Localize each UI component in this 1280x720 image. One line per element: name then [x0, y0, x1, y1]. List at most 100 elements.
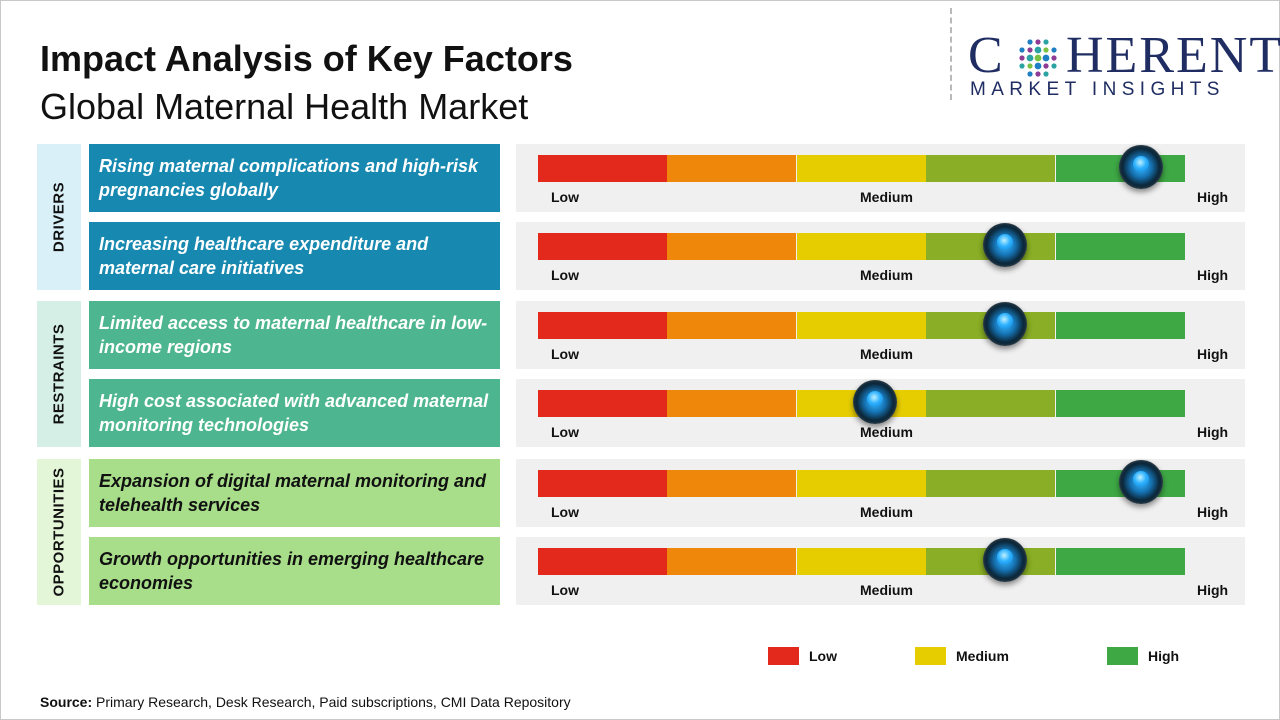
scale-segment: [538, 548, 667, 575]
logo-dot: [1034, 54, 1042, 62]
scale-segment: [538, 312, 667, 339]
scale-label-high: High: [1197, 346, 1229, 362]
page-subtitle: Global Maternal Health Market: [40, 86, 529, 127]
logo-dot: [1027, 63, 1033, 69]
scale-segment: [538, 155, 667, 182]
scale-segment: [797, 548, 926, 575]
scale-segment: [797, 470, 926, 497]
logo-dot: [1051, 47, 1057, 53]
group-label: DRIVERS: [50, 181, 68, 253]
scale-label-high: High: [1197, 189, 1229, 205]
logo-dot: [1042, 54, 1050, 62]
scale-label-low: Low: [551, 504, 579, 520]
logo-dot: [1019, 47, 1025, 53]
logo-dot: [1026, 54, 1034, 62]
impact-indicator-knob: [982, 223, 1027, 267]
group-band-opportunities: OPPORTUNITIES: [37, 459, 81, 605]
logo-dot: [1043, 71, 1049, 77]
factor-label: Rising maternal complications and high-r…: [89, 144, 500, 212]
impact-meter: Low Medium High: [516, 144, 1245, 212]
logo-dot: [1019, 63, 1025, 69]
scale-segment: [926, 390, 1055, 417]
logo-dot: [1051, 63, 1057, 69]
logo-dot: [1034, 46, 1042, 54]
legend-label: High: [1148, 648, 1180, 664]
header-divider: [950, 8, 952, 100]
scale-label-low: Low: [551, 582, 579, 598]
scale-label-low: Low: [551, 346, 579, 362]
scale-segment: [797, 155, 926, 182]
company-logo: C HERENT MARKET INSIGHTS: [968, 27, 1280, 102]
scale-segment: [538, 470, 667, 497]
source-label: Source:: [40, 694, 93, 710]
impact-meter: Low Medium High: [516, 537, 1245, 605]
scale-segment: [667, 312, 796, 339]
scale-segment: [926, 470, 1055, 497]
page-title: Impact Analysis of Key Factors: [40, 38, 573, 79]
logo-dot: [1035, 39, 1041, 45]
group-label: RESTRAINTS: [50, 323, 68, 425]
scale-label-high: High: [1197, 504, 1229, 520]
legend-swatch: [915, 647, 946, 665]
group-band-restraints: RESTRAINTS: [37, 301, 81, 447]
scale-segment: [538, 390, 667, 417]
scale-segment: [667, 233, 796, 260]
impact-meter: Low Medium High: [516, 379, 1245, 447]
impact-indicator-knob: [1118, 145, 1163, 189]
impact-meter: Low Medium High: [516, 301, 1245, 369]
scale-label-medium: Medium: [860, 504, 913, 520]
scale-segment: [1056, 312, 1185, 339]
impact-indicator-knob: [852, 380, 897, 424]
logo-tagline: MARKET INSIGHTS: [970, 79, 1225, 100]
scale-segment: [1056, 233, 1185, 260]
impact-indicator-knob: [982, 302, 1027, 346]
group-label: OPPORTUNITIES: [50, 467, 68, 597]
legend-swatch: [1107, 647, 1138, 665]
logo-dot: [1035, 71, 1041, 77]
legend-label: Medium: [956, 648, 1009, 664]
logo-dot: [1027, 71, 1033, 77]
scale-segment: [1056, 390, 1185, 417]
factor-label: Increasing healthcare expenditure and ma…: [89, 222, 500, 290]
logo-dot: [1027, 47, 1033, 53]
logo-dot: [1043, 47, 1049, 53]
factor-label: Expansion of digital maternal monitoring…: [89, 459, 500, 527]
logo-dot: [1034, 62, 1042, 70]
impact-indicator-knob: [982, 538, 1027, 582]
impact-meter: Low Medium High: [516, 222, 1245, 290]
scale-segment: [538, 233, 667, 260]
scale-segment: [1056, 548, 1185, 575]
scale-label-medium: Medium: [860, 267, 913, 283]
impact-meter: Low Medium High: [516, 459, 1245, 527]
scale-label-high: High: [1197, 424, 1229, 440]
logo-word-rest: HERENT: [1066, 27, 1280, 84]
logo-dot: [1051, 55, 1057, 61]
scale-segment: [667, 390, 796, 417]
logo-dot: [1043, 63, 1049, 69]
scale-segment: [797, 233, 926, 260]
scale-segment: [797, 312, 926, 339]
source-text: Primary Research, Desk Research, Paid su…: [92, 694, 571, 710]
scale-label-medium: Medium: [860, 189, 913, 205]
legend-label: Low: [809, 648, 837, 664]
source-note: Source: Primary Research, Desk Research,…: [40, 694, 571, 710]
group-band-drivers: DRIVERS: [37, 144, 81, 290]
scale-label-high: High: [1197, 267, 1229, 283]
scale-segment: [667, 548, 796, 575]
impact-indicator-knob: [1118, 460, 1163, 504]
scale-label-low: Low: [551, 424, 579, 440]
factor-label: Limited access to maternal healthcare in…: [89, 301, 500, 369]
factor-label: Growth opportunities in emerging healthc…: [89, 537, 500, 605]
scale-segment: [926, 155, 1055, 182]
scale-label-low: Low: [551, 267, 579, 283]
logo-dot-mark-icon: [1019, 39, 1057, 77]
logo-dot: [1027, 39, 1033, 45]
scale-segment: [667, 470, 796, 497]
logo-dot: [1019, 55, 1025, 61]
legend-swatch: [768, 647, 799, 665]
factor-label: High cost associated with advanced mater…: [89, 379, 500, 447]
logo-dot: [1043, 39, 1049, 45]
scale-label-medium: Medium: [860, 424, 913, 440]
scale-label-low: Low: [551, 189, 579, 205]
logo-letter-c: C: [968, 27, 1005, 84]
